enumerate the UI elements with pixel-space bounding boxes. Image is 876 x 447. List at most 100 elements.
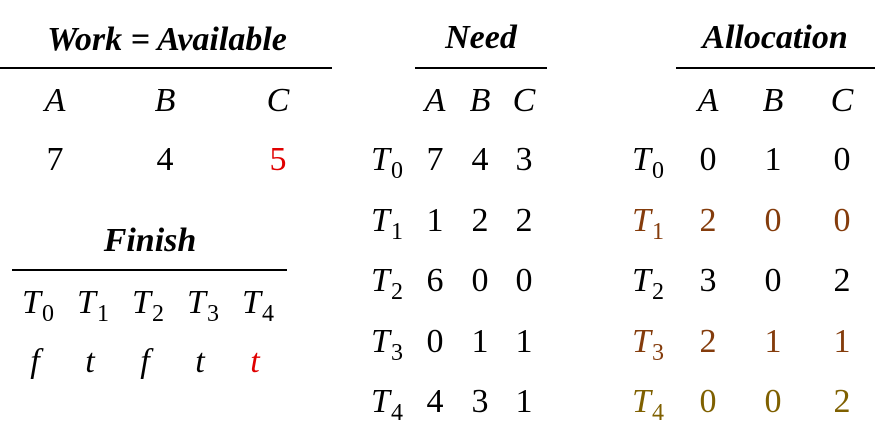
cell: 2	[471, 202, 489, 239]
cell: 0	[515, 262, 533, 299]
column-header: B	[762, 82, 784, 119]
cell: 0	[833, 202, 851, 239]
process-index: 4	[651, 400, 664, 426]
cell: 6	[426, 262, 444, 299]
process-name: T	[22, 284, 41, 321]
process-name: T	[371, 141, 390, 178]
process-index: 1	[651, 219, 664, 245]
cell: 5	[269, 141, 287, 178]
cell: 2	[699, 202, 717, 239]
cell: f	[140, 343, 150, 380]
column-header: C	[266, 82, 290, 119]
cell: 1	[426, 202, 444, 239]
cell: 1	[764, 323, 782, 360]
process-name: T	[371, 202, 390, 239]
process-label: T1	[632, 202, 664, 245]
rule	[676, 67, 875, 69]
cell: 2	[515, 202, 533, 239]
cell: 0	[764, 383, 782, 420]
process-index: 1	[390, 219, 403, 245]
column-header: B	[469, 82, 491, 119]
process-label: T3	[371, 323, 403, 366]
cell: 3	[515, 141, 533, 178]
cell: 1	[515, 323, 533, 360]
cell: 4	[156, 141, 174, 178]
rule	[415, 67, 547, 69]
process-name: T	[632, 141, 651, 178]
rule	[12, 269, 287, 271]
table-title: Allocation	[702, 19, 848, 56]
process-label: T1	[77, 284, 109, 327]
cell: 2	[699, 323, 717, 360]
process-label: T3	[187, 284, 219, 327]
process-name: T	[371, 262, 390, 299]
cell: 0	[764, 262, 782, 299]
table-title: Need	[445, 19, 517, 56]
process-label: T0	[371, 141, 403, 184]
cell: 2	[833, 383, 851, 420]
process-label: T0	[632, 141, 664, 184]
cell: 1	[764, 141, 782, 178]
column-header: A	[424, 82, 446, 119]
cell: 1	[833, 323, 851, 360]
process-index: 0	[390, 158, 403, 184]
process-label: T4	[632, 383, 664, 426]
process-label: T2	[132, 284, 164, 327]
cell: 0	[699, 383, 717, 420]
process-name: T	[632, 262, 651, 299]
process-name: T	[132, 284, 151, 321]
cell: f	[30, 343, 40, 380]
process-index: 0	[41, 301, 54, 327]
cell: 1	[515, 383, 533, 420]
process-name: T	[371, 383, 390, 420]
process-index: 0	[651, 158, 664, 184]
process-name: T	[242, 284, 261, 321]
column-header: C	[512, 82, 536, 119]
process-index: 4	[390, 400, 403, 426]
column-header: B	[154, 82, 176, 119]
process-label: T4	[242, 284, 274, 327]
process-index: 1	[96, 301, 109, 327]
process-name: T	[632, 323, 651, 360]
cell: 7	[46, 141, 64, 178]
process-name: T	[77, 284, 96, 321]
cell: t	[250, 343, 260, 380]
column-header: A	[697, 82, 719, 119]
process-index: 2	[390, 279, 403, 305]
cell: 0	[699, 141, 717, 178]
cell: t	[195, 343, 205, 380]
process-label: T0	[22, 284, 54, 327]
process-label: T2	[371, 262, 403, 305]
table-title: Finish	[103, 222, 197, 259]
process-label: T2	[632, 262, 664, 305]
process-index: 3	[390, 340, 403, 366]
cell: 0	[833, 141, 851, 178]
cell: 2	[833, 262, 851, 299]
process-index: 3	[651, 340, 664, 366]
cell: 3	[699, 262, 717, 299]
process-index: 2	[151, 301, 164, 327]
cell: 7	[426, 141, 444, 178]
cell: 0	[426, 323, 444, 360]
process-label: T1	[371, 202, 403, 245]
rule	[0, 67, 332, 69]
column-header: C	[830, 82, 854, 119]
process-name: T	[371, 323, 390, 360]
cell: 4	[426, 383, 444, 420]
cell: 4	[471, 141, 489, 178]
process-index: 4	[261, 301, 274, 327]
cell: 1	[471, 323, 489, 360]
process-name: T	[632, 383, 651, 420]
cell: 3	[471, 383, 489, 420]
cell: 0	[764, 202, 782, 239]
process-name: T	[632, 202, 651, 239]
process-index: 3	[206, 301, 219, 327]
process-index: 2	[651, 279, 664, 305]
process-name: T	[187, 284, 206, 321]
column-header: A	[44, 82, 66, 119]
cell: t	[85, 343, 95, 380]
cell: 0	[471, 262, 489, 299]
table-title: Work = Available	[47, 21, 287, 58]
process-label: T3	[632, 323, 664, 366]
